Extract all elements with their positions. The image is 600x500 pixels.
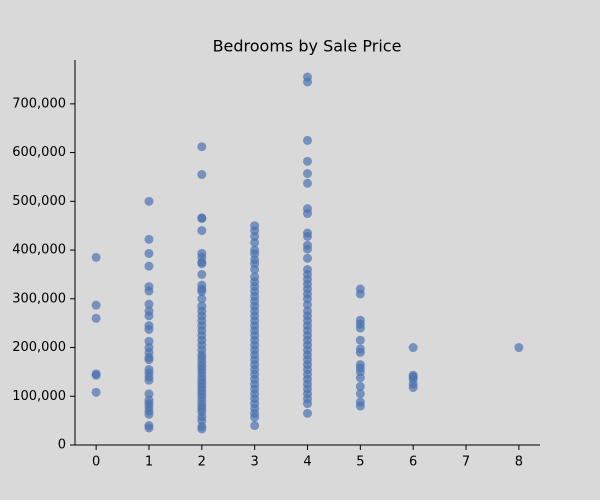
point <box>197 226 207 236</box>
x-tick-label: 3 <box>251 455 259 470</box>
point <box>91 387 101 397</box>
point <box>144 261 154 271</box>
x-tick-label: 2 <box>198 455 206 470</box>
point <box>303 300 312 310</box>
point <box>303 77 312 87</box>
point <box>250 421 260 431</box>
point <box>355 389 365 399</box>
point <box>250 231 260 241</box>
point <box>144 336 154 346</box>
point <box>303 169 312 179</box>
point <box>144 409 154 419</box>
point <box>91 313 101 323</box>
chart-title: Bedrooms by Sale Price <box>213 37 402 56</box>
point <box>144 248 154 258</box>
point <box>144 355 154 365</box>
point <box>144 389 154 399</box>
point <box>303 209 312 219</box>
point <box>197 269 207 279</box>
point <box>144 299 154 309</box>
point <box>303 231 312 241</box>
point <box>303 244 312 254</box>
point <box>355 347 365 357</box>
point <box>303 156 312 166</box>
point <box>197 424 207 434</box>
point <box>91 370 101 380</box>
point <box>355 323 365 333</box>
point <box>250 265 260 275</box>
x-tick-label: 8 <box>515 455 523 470</box>
y-tick-label: 0 <box>58 438 66 453</box>
point <box>355 335 365 345</box>
point <box>514 343 524 353</box>
point <box>144 375 154 385</box>
y-tick-label: 700,000 <box>12 96 66 111</box>
x-tick-label: 0 <box>92 455 100 470</box>
point <box>91 252 101 262</box>
x-tick-label: 7 <box>462 455 470 470</box>
x-tick-label: 5 <box>356 455 364 470</box>
point <box>355 401 365 411</box>
x-tick-label: 1 <box>145 455 153 470</box>
point <box>144 196 154 206</box>
point <box>91 300 101 310</box>
x-tick-label: 6 <box>409 455 417 470</box>
y-tick-label: 600,000 <box>12 145 66 160</box>
point <box>355 373 365 383</box>
point <box>408 382 418 392</box>
point <box>408 343 418 353</box>
point <box>250 412 260 422</box>
y-tick-label: 500,000 <box>12 194 66 209</box>
point <box>144 423 154 433</box>
point <box>303 135 312 145</box>
point <box>303 408 312 418</box>
point <box>144 311 154 321</box>
point <box>197 213 207 223</box>
point <box>303 399 312 409</box>
x-tick-label: 4 <box>303 455 311 470</box>
point <box>144 286 154 296</box>
y-tick-label: 100,000 <box>12 389 66 404</box>
point <box>303 253 312 263</box>
point <box>197 286 207 296</box>
point <box>303 178 312 188</box>
point <box>197 170 207 180</box>
y-tick-label: 400,000 <box>12 243 66 258</box>
y-tick-label: 300,000 <box>12 291 66 306</box>
point <box>355 382 365 392</box>
point <box>197 259 207 269</box>
point <box>197 142 207 152</box>
point <box>144 234 154 244</box>
y-tick-label: 200,000 <box>12 340 66 355</box>
point <box>144 325 154 334</box>
point <box>197 294 207 304</box>
point <box>250 238 260 248</box>
point <box>355 289 365 299</box>
